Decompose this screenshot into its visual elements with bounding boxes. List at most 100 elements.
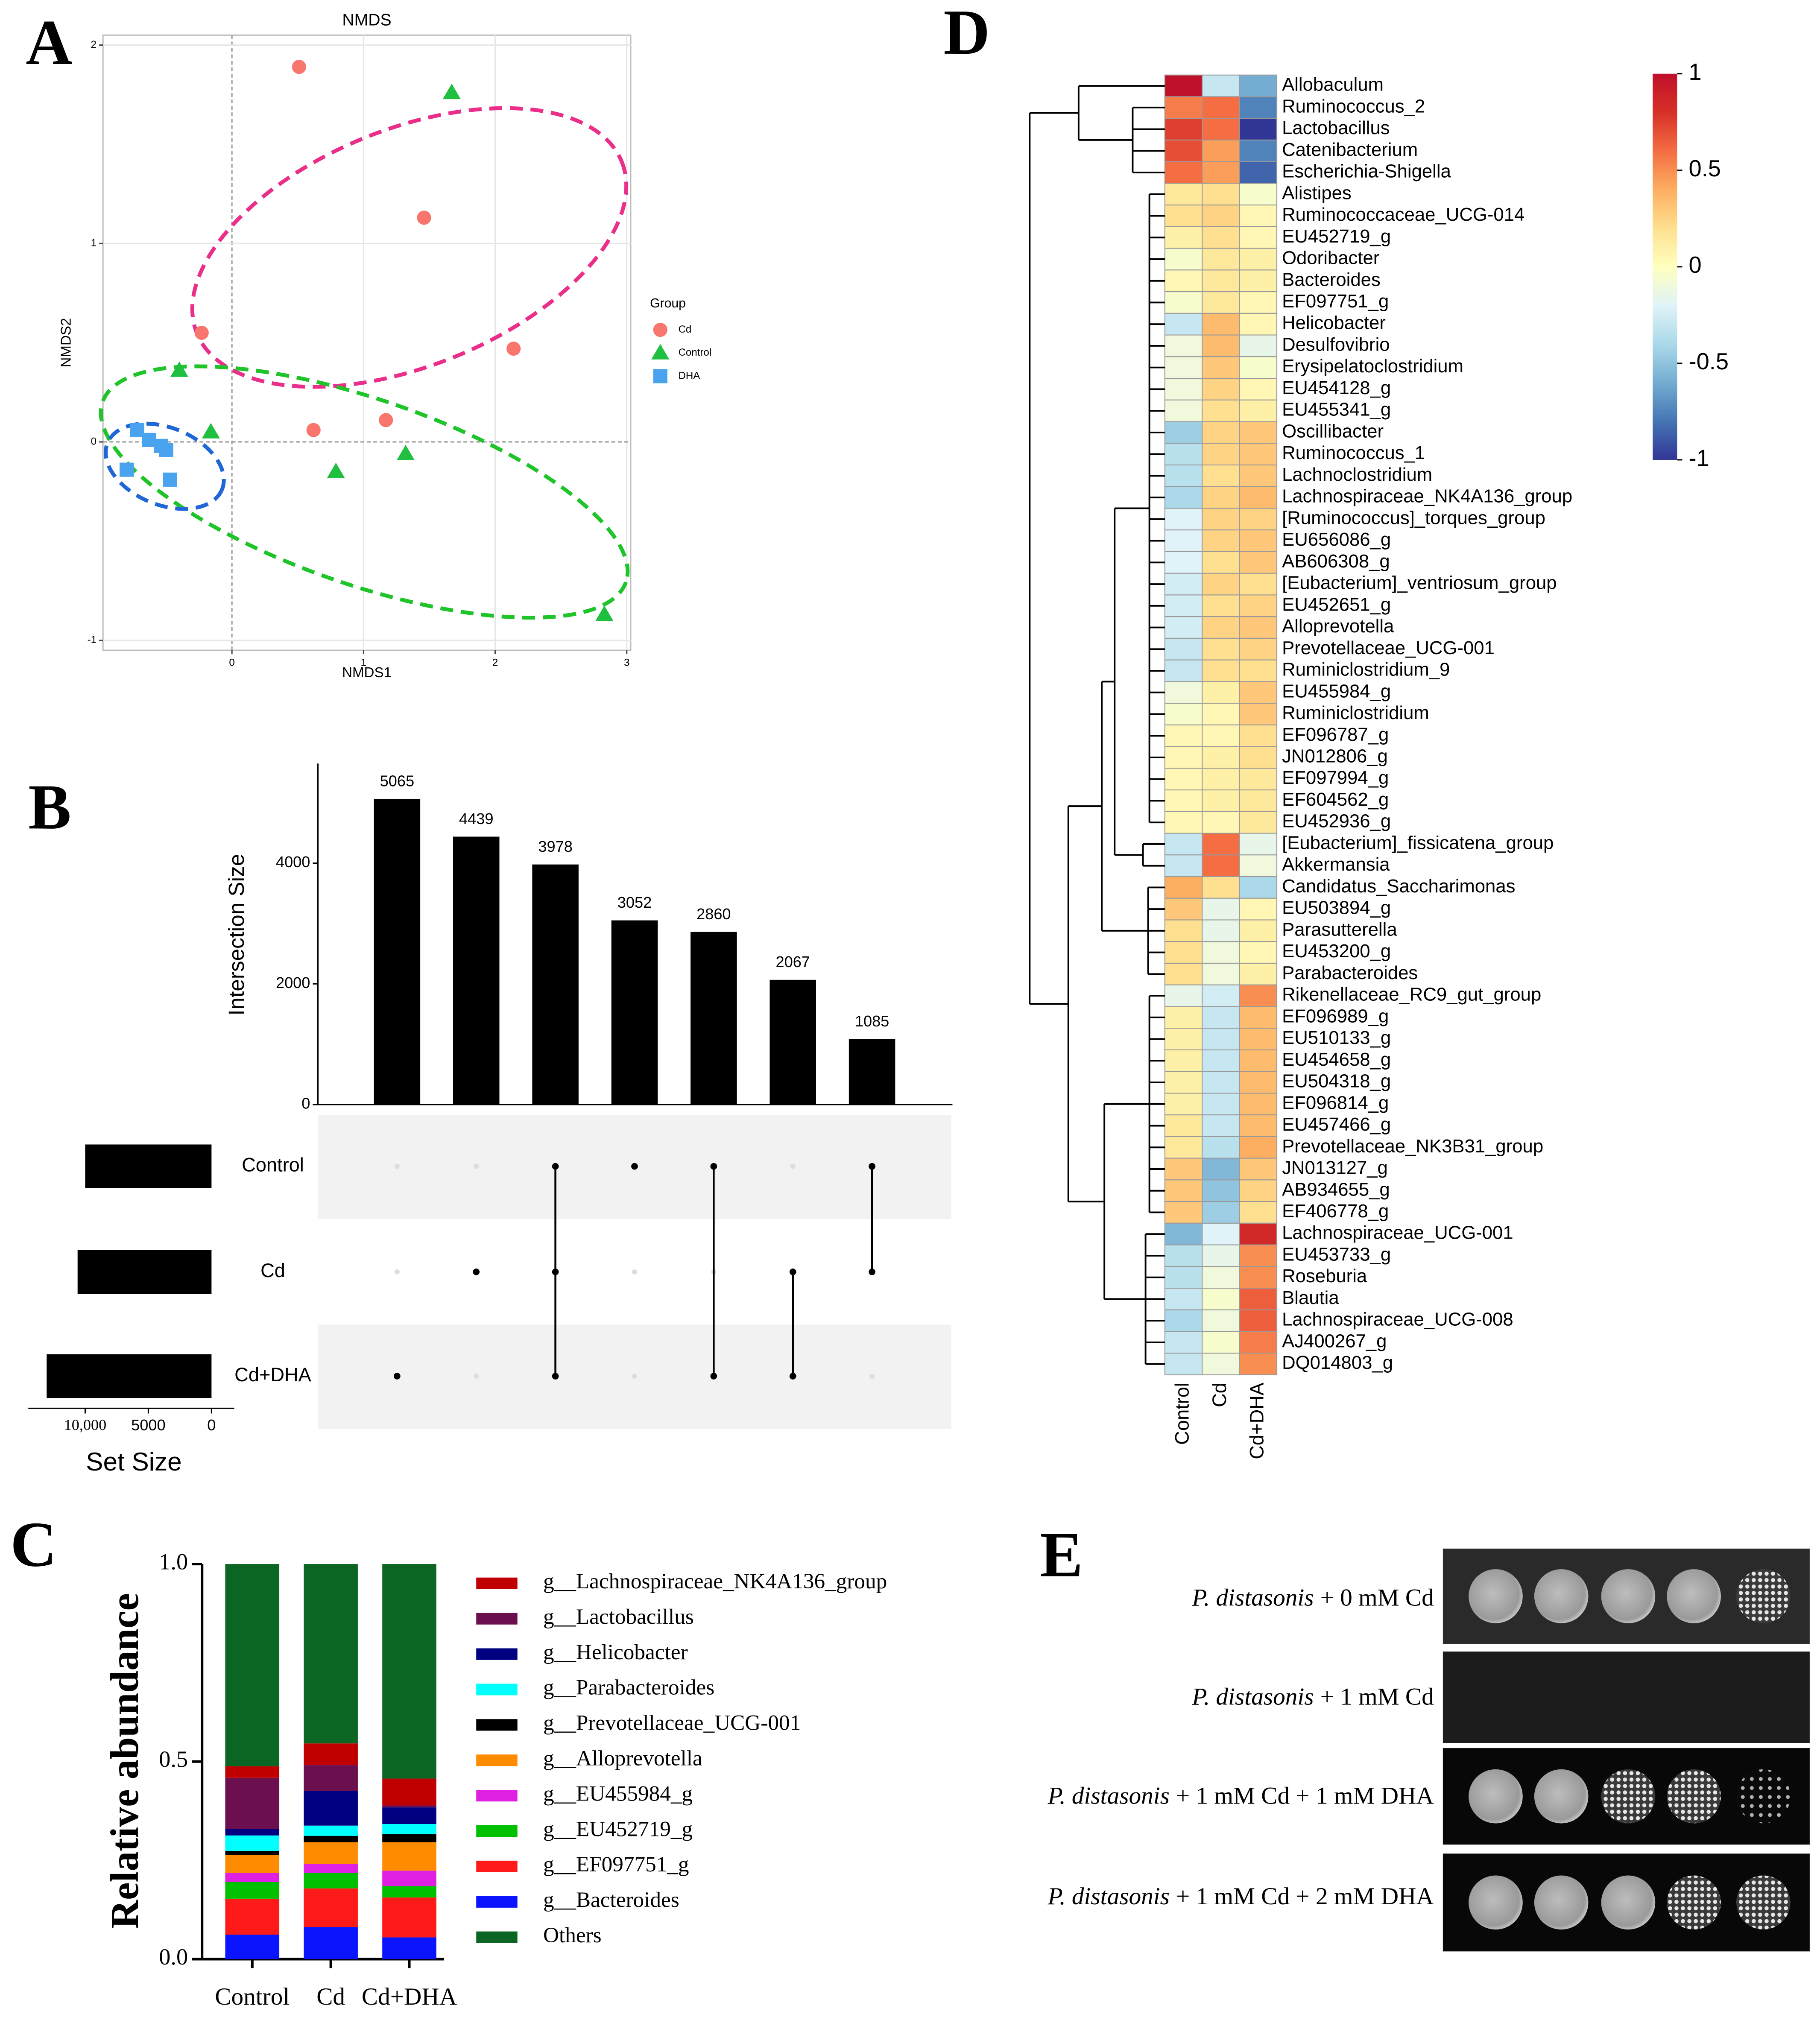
row-label: EU455341_g [1282,399,1391,420]
y-tick-label: 2000 [276,974,310,991]
condition: + 1 mM Cd + 2 mM DHA [1176,1883,1434,1910]
colony-spot [1601,1569,1656,1623]
bar-segment [225,1829,280,1836]
heatmap-cell [1202,594,1240,617]
heatmap-cell [1202,1179,1240,1202]
set-size-tick-label: 0 [207,1416,216,1434]
point [130,423,144,437]
bar-segment [304,1873,358,1888]
heatmap-cell [1202,1114,1240,1137]
x-tick-label: 0 [229,657,234,669]
heatmap-cell [1164,1071,1203,1094]
matrix-empty-dot [394,1269,400,1275]
matrix-dot [473,1269,480,1275]
heatmap-cell [1202,768,1240,791]
heatmap-cell [1239,291,1278,314]
heatmap-cell [1239,1201,1278,1224]
heatmap-cell [1164,399,1203,422]
ellipse [103,421,226,511]
heatmap-cell [1164,1093,1203,1116]
colorbar-tick-label: -1 [1689,445,1709,471]
heatmap-cell [1202,269,1240,292]
heatmap-cell [1202,378,1240,400]
bar-segment [225,1873,280,1882]
chart-title: NMDS [342,11,391,29]
heatmap-cell [1239,854,1278,877]
point [159,443,173,457]
heatmap-cell [1164,205,1203,227]
heatmap-cell [1239,1114,1278,1137]
row-label: Helicobacter [1282,313,1386,333]
matrix-dot [710,1163,717,1170]
heatmap-cell [1164,1028,1203,1050]
heatmap-cell [1202,161,1240,184]
heatmap-cell [1202,746,1240,769]
row-label: Oscillibacter [1282,421,1384,441]
bar-segment [382,1842,436,1871]
condition: + 1 mM Cd [1320,1684,1434,1710]
panel-letter: B [28,771,71,842]
heatmap-cell [1164,1006,1203,1029]
row-label: EU504318_g [1282,1071,1391,1092]
legend-title: Group [650,296,686,310]
heatmap-cell [1164,594,1203,617]
heatmap-cell [1239,876,1278,899]
heatmap-cell [1202,1071,1240,1094]
matrix-empty-dot [474,1373,479,1379]
colony-spot [1601,1875,1656,1930]
bar-segment [382,1897,436,1938]
y-tick-label: 1.0 [159,1549,188,1575]
heatmap-cell [1164,291,1203,314]
bar-segment [382,1937,436,1959]
heatmap-cell [1239,681,1278,704]
row-label: Ruminococcaceae_UCG-014 [1282,204,1524,225]
y-tick-label: 4000 [276,853,310,871]
colorbar-tick-label: 1 [1689,59,1702,85]
heatmap-cell [1202,421,1240,444]
set-size-label: Set Size [86,1447,181,1476]
value-label: 4439 [459,810,493,827]
heatmap-cell [1239,746,1278,769]
colony-spot [1667,1875,1721,1930]
point [163,472,177,487]
row-label: EF096989_g [1282,1006,1389,1026]
matrix-empty-dot [869,1373,875,1379]
colony-spot [1736,1875,1791,1930]
colorbar [1653,73,1677,460]
heatmap-cell [1239,833,1278,856]
heatmap-cell [1164,1136,1203,1159]
condition: + 0 mM Cd [1320,1584,1434,1611]
row-label: Ruminococcus_2 [1282,96,1425,117]
bar [453,836,500,1105]
set-label: Cd+DHA [234,1364,311,1386]
heatmap-cell [1239,573,1278,596]
heatmap-cell [1164,118,1203,140]
point [595,605,614,621]
heatmap-cell [1164,854,1203,877]
heatmap-cell [1164,746,1203,769]
heatmap-cell [1239,139,1278,162]
heatmap-cell [1202,74,1240,97]
heatmap-cell [1164,941,1203,964]
colorbar-tick-label: 0.5 [1689,156,1721,181]
heatmap-cell [1239,637,1278,661]
row-label: EU453733_g [1282,1244,1391,1265]
value-label: 2067 [775,953,810,971]
bar [532,864,579,1105]
heatmap-cell [1202,1266,1240,1289]
heatmap-cell [1239,724,1278,747]
heatmap-cell [1202,919,1240,942]
heatmap-cell [1164,161,1203,184]
heatmap-cell [1239,1179,1278,1202]
legend-swatch [476,1896,518,1908]
row-label: EU455984_g [1282,681,1391,702]
row-label: EU457466_g [1282,1114,1391,1135]
heatmap-cell [1202,1158,1240,1181]
matrix-dot [869,1269,875,1275]
column-label: Control [1171,1383,1193,1445]
heatmap-cell [1164,1114,1203,1137]
x-tick-label: 2 [492,657,498,669]
y-axis-label: NMDS2 [58,318,74,368]
heatmap-cell [1164,269,1203,292]
heatmap-cell [1164,1266,1203,1289]
